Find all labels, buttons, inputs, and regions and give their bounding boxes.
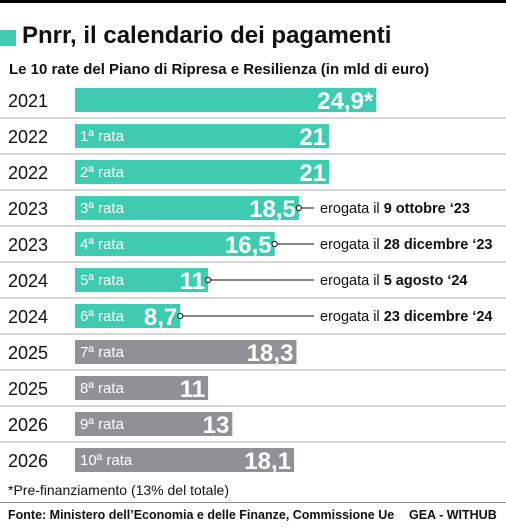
- payment-note-date: 5 agosto ‘24: [384, 273, 468, 289]
- bar: [75, 376, 209, 400]
- bar: [75, 88, 377, 112]
- year-label: 2023: [8, 235, 48, 255]
- value-label: 13: [203, 412, 230, 439]
- bar-chart: 2021 24,9* 2022 1ª rata 21 2022 2ª rata 21 2023 3…: [0, 88, 506, 475]
- rate-label: 2ª rata: [80, 164, 125, 181]
- payment-note: erogata il 28 dicembre ‘23: [320, 237, 493, 253]
- connector-dot: [295, 204, 302, 212]
- value-label: 24,9*: [317, 88, 374, 115]
- bar: [75, 160, 330, 184]
- rate-label: 1ª rata: [80, 128, 125, 145]
- value-label: 16,5: [225, 232, 272, 259]
- footnote: *Pre-finanziamento (13% del totale): [8, 482, 230, 498]
- rate-label: 7ª rata: [80, 344, 125, 361]
- year-label: 2023: [8, 199, 48, 219]
- value-label: 8,7: [144, 304, 177, 331]
- rate-label: 6ª rata: [80, 308, 125, 325]
- year-label: 2021: [8, 91, 48, 111]
- year-label: 2024: [8, 271, 48, 291]
- payment-note-date: 9 ottobre ‘23: [384, 201, 470, 217]
- chart-title: Pnrr, il calendario dei pagamenti: [22, 22, 392, 49]
- payment-note-prefix: erogata il: [320, 273, 384, 289]
- year-label: 2024: [8, 307, 48, 327]
- rate-label: 5ª rata: [80, 272, 125, 289]
- rate-label: 8ª rata: [80, 380, 125, 397]
- connector-dot: [205, 276, 212, 284]
- value-label: 21: [299, 160, 326, 187]
- rate-label: 3ª rata: [80, 200, 125, 217]
- payment-note: erogata il 23 dicembre ‘24: [320, 309, 493, 325]
- value-label: 18,3: [247, 340, 294, 367]
- bar: [75, 340, 297, 364]
- bar: [75, 232, 275, 256]
- value-label: 11: [180, 268, 205, 295]
- payment-note-prefix: erogata il: [320, 309, 384, 325]
- value-label: 18,5: [249, 196, 296, 223]
- connector-dot: [177, 312, 184, 320]
- payment-note-date: 28 dicembre ‘23: [384, 237, 493, 253]
- credit-logo-text: GEA - WITHUB: [409, 508, 497, 522]
- payment-note-date: 23 dicembre ‘24: [384, 309, 493, 325]
- year-label: 2026: [8, 415, 48, 435]
- payment-note: erogata il 5 agosto ‘24: [320, 273, 468, 289]
- value-label: 18,1: [244, 448, 291, 475]
- connector-dot: [271, 240, 278, 248]
- year-label: 2025: [8, 379, 48, 399]
- title-accent-square: [0, 30, 16, 46]
- bar: [75, 196, 299, 220]
- payment-note-prefix: erogata il: [320, 237, 384, 253]
- payment-note-prefix: erogata il: [320, 201, 384, 217]
- source-note: Fonte: Ministero dell’Economia e delle F…: [8, 508, 395, 522]
- bar: [75, 124, 330, 148]
- year-label: 2025: [8, 343, 48, 363]
- bar: [75, 304, 181, 328]
- value-label: 11: [180, 376, 205, 403]
- year-label: 2022: [8, 163, 48, 183]
- year-label: 2022: [8, 127, 48, 147]
- bar: [75, 412, 233, 436]
- bar: [75, 448, 295, 472]
- top-border: [0, 0, 506, 3]
- rate-label: 10ª rata: [80, 452, 133, 469]
- value-label: 21: [299, 124, 326, 151]
- chart-subtitle: Le 10 rate del Piano di Ripresa e Resili…: [9, 61, 430, 78]
- bar: [75, 268, 209, 292]
- payment-note: erogata il 9 ottobre ‘23: [320, 201, 470, 217]
- year-label: 2026: [8, 451, 48, 471]
- footer-divider: [0, 502, 506, 503]
- rate-label: 4ª rata: [80, 236, 125, 253]
- rate-label: 9ª rata: [80, 416, 125, 433]
